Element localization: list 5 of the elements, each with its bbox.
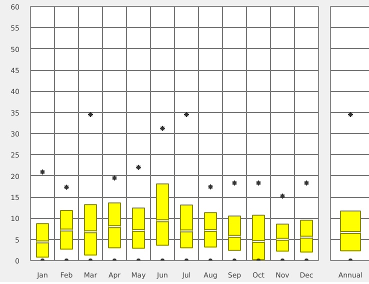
point xyxy=(280,193,286,200)
point xyxy=(208,184,214,190)
point xyxy=(64,184,70,190)
point xyxy=(160,125,166,132)
point xyxy=(136,164,142,170)
